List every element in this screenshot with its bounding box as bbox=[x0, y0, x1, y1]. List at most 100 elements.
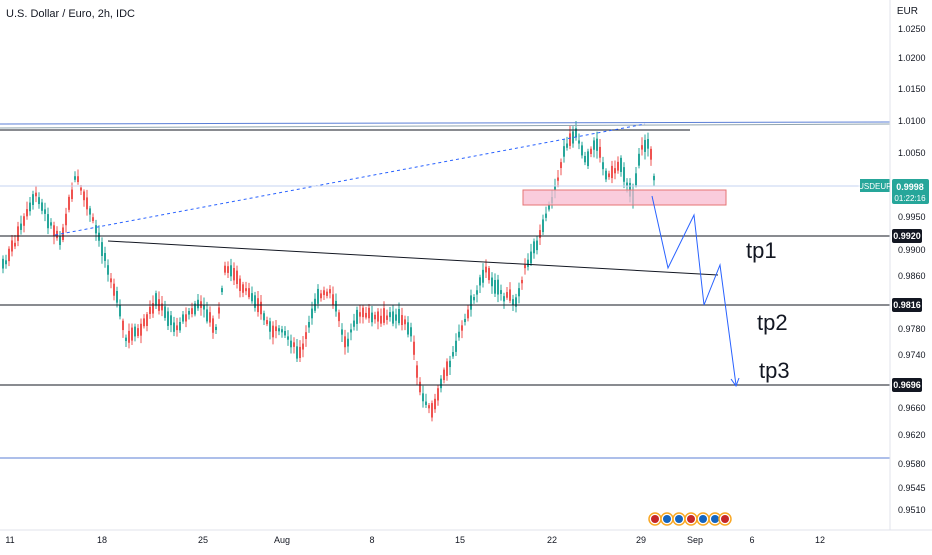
candle-body bbox=[128, 330, 130, 343]
time-tick-label: 15 bbox=[455, 535, 465, 545]
candle-body bbox=[203, 304, 205, 310]
time-tick-label: 11 bbox=[5, 535, 14, 545]
candle-body bbox=[41, 202, 43, 211]
candle-body bbox=[122, 320, 124, 331]
candle-body bbox=[437, 388, 439, 401]
candle-body bbox=[362, 307, 364, 318]
candle-body bbox=[650, 148, 652, 160]
price-tick-label: 0.9740 bbox=[898, 350, 926, 360]
candle-body bbox=[593, 140, 595, 150]
candle-body bbox=[560, 162, 562, 169]
economic-event-flag-icon[interactable] bbox=[696, 512, 710, 526]
candle-body bbox=[356, 309, 358, 324]
time-tick-label: 29 bbox=[636, 535, 646, 545]
candle-body bbox=[599, 146, 601, 158]
candle-body bbox=[326, 291, 328, 296]
candle-body bbox=[173, 322, 175, 332]
candle-body bbox=[188, 310, 190, 315]
price-axis[interactable]: 1.0250 1.0200 1.0150 1.0100 1.0050 0.9950 0.99… bbox=[889, 0, 926, 530]
economic-event-flag-icon[interactable] bbox=[718, 512, 732, 526]
candle-body bbox=[50, 222, 52, 226]
candle-body bbox=[95, 225, 97, 234]
candle-body bbox=[380, 315, 382, 324]
candle-body bbox=[239, 278, 241, 292]
dashed-trendline bbox=[54, 123, 646, 236]
candle-body bbox=[44, 209, 46, 214]
candle-body bbox=[248, 288, 250, 298]
candle-body bbox=[545, 213, 547, 218]
candle-body bbox=[32, 194, 34, 205]
candle-body bbox=[260, 301, 262, 315]
candle-body bbox=[584, 155, 586, 163]
candle-body bbox=[458, 331, 460, 338]
candle-body bbox=[110, 278, 112, 283]
flag-fill bbox=[663, 515, 671, 523]
time-tick-label: 8 bbox=[369, 535, 374, 545]
economic-event-flag-icon[interactable] bbox=[672, 512, 686, 526]
candle-body bbox=[281, 329, 283, 333]
projection-arrowhead bbox=[730, 377, 740, 388]
candle-body bbox=[359, 312, 361, 317]
candle-body bbox=[527, 259, 529, 267]
candle-body bbox=[14, 242, 16, 247]
tp2-label[interactable]: tp2 bbox=[757, 310, 788, 335]
candle-body bbox=[146, 314, 148, 326]
flag-fill bbox=[651, 515, 659, 523]
tp1-label[interactable]: tp1 bbox=[746, 238, 777, 263]
candle-body bbox=[536, 240, 538, 251]
candle-body bbox=[440, 378, 442, 389]
candle-body bbox=[371, 312, 373, 323]
symbol-badge-countdown: 01:22:16 bbox=[894, 194, 926, 203]
candle-body bbox=[620, 157, 622, 172]
candle-body bbox=[482, 269, 484, 283]
candle-body bbox=[377, 311, 379, 322]
candle-body bbox=[209, 312, 211, 323]
candle-body bbox=[524, 264, 526, 269]
candle-body bbox=[245, 288, 247, 292]
candle-body bbox=[149, 306, 151, 314]
candle-body bbox=[350, 329, 352, 333]
time-axis[interactable]: 11 18 25 Aug 8 15 22 29 Sep 6 12 bbox=[0, 529, 932, 545]
candle-body bbox=[287, 336, 289, 340]
candle-body bbox=[2, 258, 4, 269]
candle-body bbox=[602, 162, 604, 170]
candle-body bbox=[332, 294, 334, 305]
candle-body bbox=[653, 175, 655, 181]
candle-body bbox=[272, 325, 274, 338]
candle-body bbox=[626, 182, 628, 186]
candle-body bbox=[254, 295, 256, 308]
candle-body bbox=[467, 309, 469, 319]
candle-body bbox=[563, 146, 565, 157]
economic-event-flag-icon[interactable] bbox=[648, 512, 662, 526]
candle-body bbox=[398, 309, 400, 324]
candle-body bbox=[341, 329, 343, 335]
candle-body bbox=[296, 346, 298, 359]
candle-body bbox=[521, 279, 523, 284]
candle-body bbox=[512, 299, 514, 305]
economic-event-flag-icon[interactable] bbox=[708, 512, 722, 526]
candle-body bbox=[86, 197, 88, 210]
candle-body bbox=[353, 320, 355, 327]
candle-body bbox=[416, 365, 418, 378]
candle-body bbox=[242, 284, 244, 293]
candle-body bbox=[455, 340, 457, 352]
candle-body bbox=[269, 321, 271, 332]
candle-body bbox=[284, 330, 286, 336]
tp3-label[interactable]: tp3 bbox=[759, 358, 790, 383]
flag-fill bbox=[687, 515, 695, 523]
economic-event-flag-icon[interactable] bbox=[684, 512, 698, 526]
candle-body bbox=[230, 265, 232, 277]
price-marker bbox=[892, 229, 922, 243]
candle-body bbox=[503, 296, 505, 302]
economic-event-flag-icon[interactable] bbox=[660, 512, 674, 526]
candle-body bbox=[140, 323, 142, 336]
candle-body bbox=[8, 248, 10, 262]
candle-body bbox=[26, 209, 28, 217]
candle-body bbox=[218, 307, 220, 314]
candle-body bbox=[125, 337, 127, 342]
neckline bbox=[107, 240, 719, 276]
candle-body bbox=[611, 165, 613, 179]
candle-body bbox=[29, 202, 31, 212]
